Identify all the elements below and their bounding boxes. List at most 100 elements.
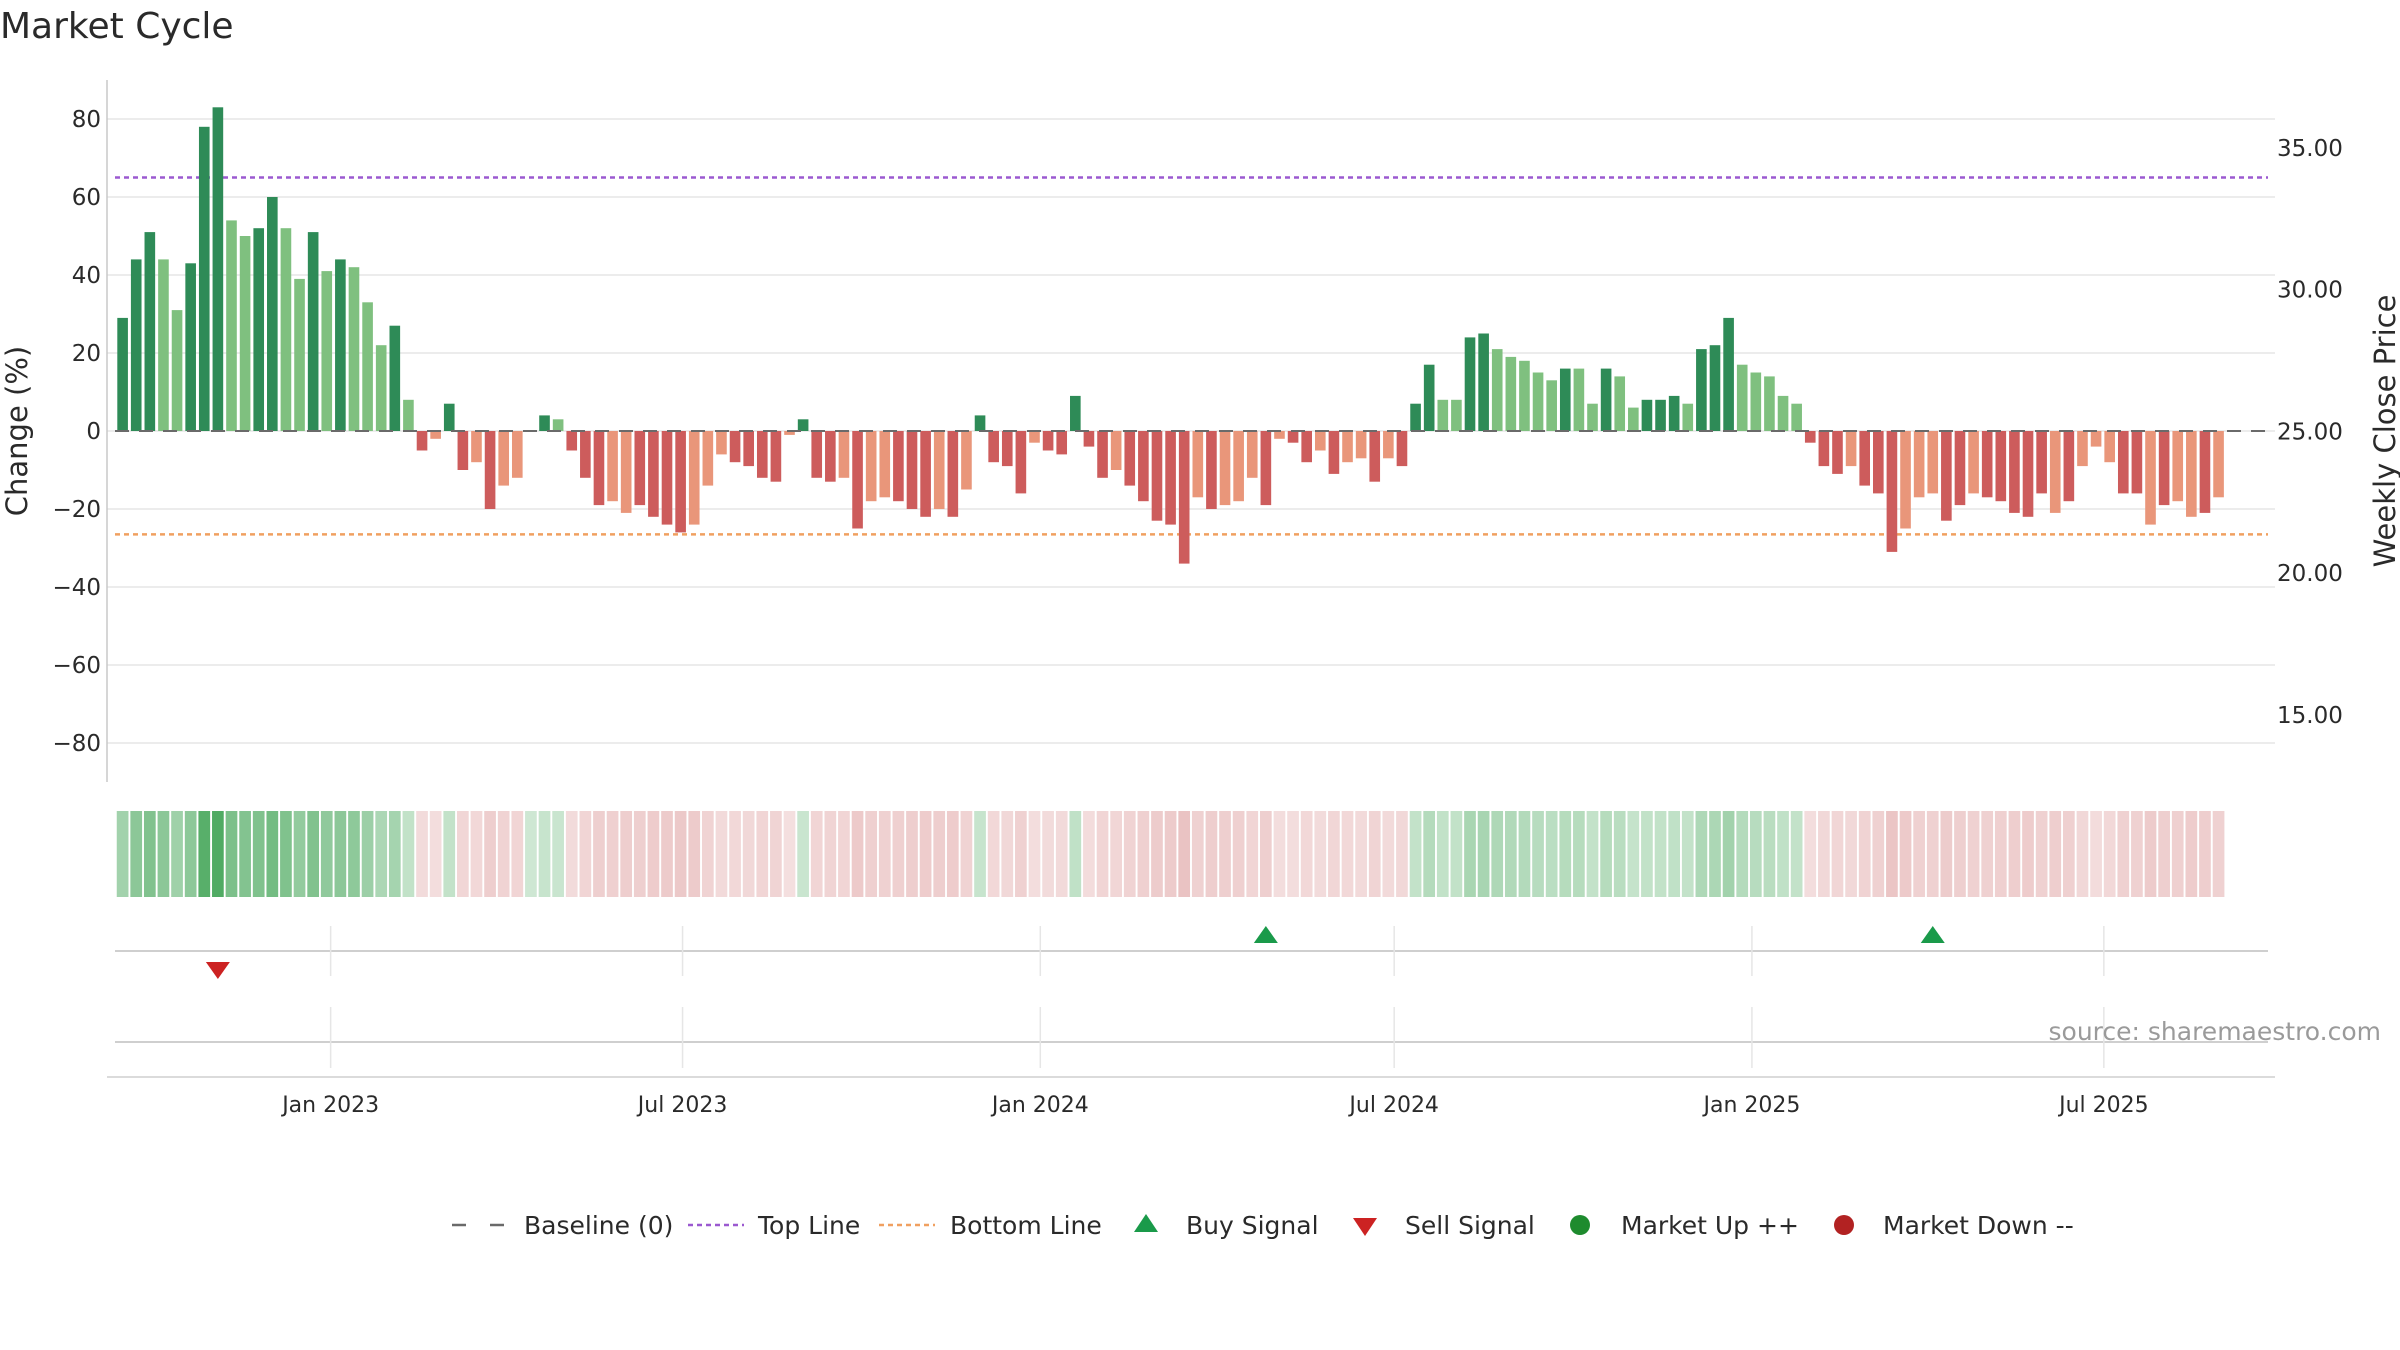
cycle-cell (1219, 811, 1231, 897)
bar (1818, 431, 1830, 467)
cycle-cell (538, 811, 551, 897)
cycle-cell (633, 811, 646, 897)
cycle-cell (1845, 811, 1857, 897)
y2-tick-label: 15.00 (2277, 703, 2343, 729)
cycle-cell (1641, 811, 1653, 897)
cycle-cell (1123, 811, 1136, 897)
bar (770, 431, 782, 482)
bar (267, 197, 278, 431)
bar (2213, 431, 2224, 498)
bar (1178, 431, 1190, 564)
source-credit: source: sharemaestro.com (2049, 1017, 2382, 1046)
bar (212, 107, 224, 432)
cycle-cell (1749, 811, 1762, 897)
bar (1859, 431, 1871, 486)
bar (865, 431, 877, 502)
cycle-cell (987, 811, 1000, 897)
cycle-cell (388, 811, 401, 897)
cycle-cell (2008, 811, 2021, 897)
bar (1750, 372, 1762, 431)
bar (2131, 431, 2143, 494)
legend-label: Sell Signal (1405, 1211, 1535, 1240)
cycle-cell (1722, 811, 1735, 897)
bar (1723, 317, 1734, 431)
bar (1015, 431, 1027, 494)
cycle-cell (1260, 811, 1272, 897)
cycle-cell (1287, 811, 1299, 897)
bar (688, 431, 700, 525)
cycle-cell (2090, 811, 2102, 897)
bar (552, 419, 564, 431)
cycle-cell (620, 811, 633, 897)
bar (634, 431, 646, 506)
bar (988, 431, 999, 463)
cycle-cell (729, 811, 741, 897)
cycle-cell (2158, 811, 2170, 897)
cycle-cell (1110, 811, 1122, 897)
cycle-strip (116, 811, 2225, 897)
cycle-cell (2103, 811, 2116, 897)
bar (1165, 431, 1176, 525)
cycle-cell (1042, 811, 1054, 897)
cycle-cell (1804, 811, 1817, 897)
y2-tick-label: 25.00 (2277, 419, 2343, 445)
bar (1900, 431, 1911, 529)
bar (2158, 431, 2170, 506)
bar (2049, 431, 2061, 513)
market-panel (107, 1041, 2275, 1078)
bar (171, 310, 183, 431)
cycle-cell (1559, 811, 1572, 897)
bar (198, 126, 210, 432)
bar (471, 431, 482, 463)
bar (1791, 403, 1802, 431)
bar (362, 302, 373, 431)
bar (675, 431, 686, 533)
cycle-cell (1926, 811, 1939, 897)
legend-item-bottom-line: Bottom Line (879, 1211, 1102, 1240)
cycle-cell (348, 811, 360, 897)
cycle-cell (851, 811, 864, 897)
bar (1777, 395, 1789, 431)
cycle-cell (130, 811, 143, 897)
cycle-cell (1341, 811, 1354, 897)
y2-tick-label: 35.00 (2277, 136, 2343, 162)
bar (294, 278, 305, 431)
cycle-cell (1450, 811, 1463, 897)
cycle-cell (1545, 811, 1558, 897)
cycle-cell (1954, 811, 1966, 897)
bar (920, 431, 931, 517)
y2-tick-label: 30.00 (2277, 278, 2343, 304)
legend-item-sell-signal: Sell Signal (1353, 1211, 1535, 1240)
x-tick-label: Jul 2024 (1347, 1093, 1439, 1118)
bar (1042, 431, 1054, 451)
cycle-cell (511, 811, 524, 897)
cycle-cell (470, 811, 483, 897)
cycle-cell (307, 811, 319, 897)
cycle-cell (674, 811, 687, 897)
bar (1260, 431, 1272, 506)
legend-item-buy-signal: Buy Signal (1134, 1211, 1319, 1240)
legend-label: Bottom Line (950, 1211, 1102, 1240)
cycle-cell (1627, 811, 1640, 897)
bar (1927, 431, 1939, 494)
chart-title: Market Cycle (0, 6, 234, 47)
cycle-cell (1668, 811, 1680, 897)
bar (620, 431, 632, 513)
cycle-cell (116, 811, 129, 897)
bar (1192, 431, 1204, 498)
cycle-cell (770, 811, 782, 897)
cycle-cell (1355, 811, 1367, 897)
bar (1274, 431, 1285, 439)
bar (1138, 431, 1149, 502)
bar (1573, 368, 1585, 431)
bar (811, 431, 823, 478)
legend: Baseline (0) Top Line Bottom Line Buy Si… (452, 1211, 2074, 1240)
bar (1151, 431, 1163, 521)
y-tick-label: −20 (52, 497, 101, 523)
cycle-cell (2199, 811, 2211, 897)
change-bars (117, 107, 2224, 564)
cycle-cell (1191, 811, 1204, 897)
bar (1355, 431, 1367, 459)
bar (797, 419, 809, 431)
sell-signal-marker (205, 962, 230, 979)
